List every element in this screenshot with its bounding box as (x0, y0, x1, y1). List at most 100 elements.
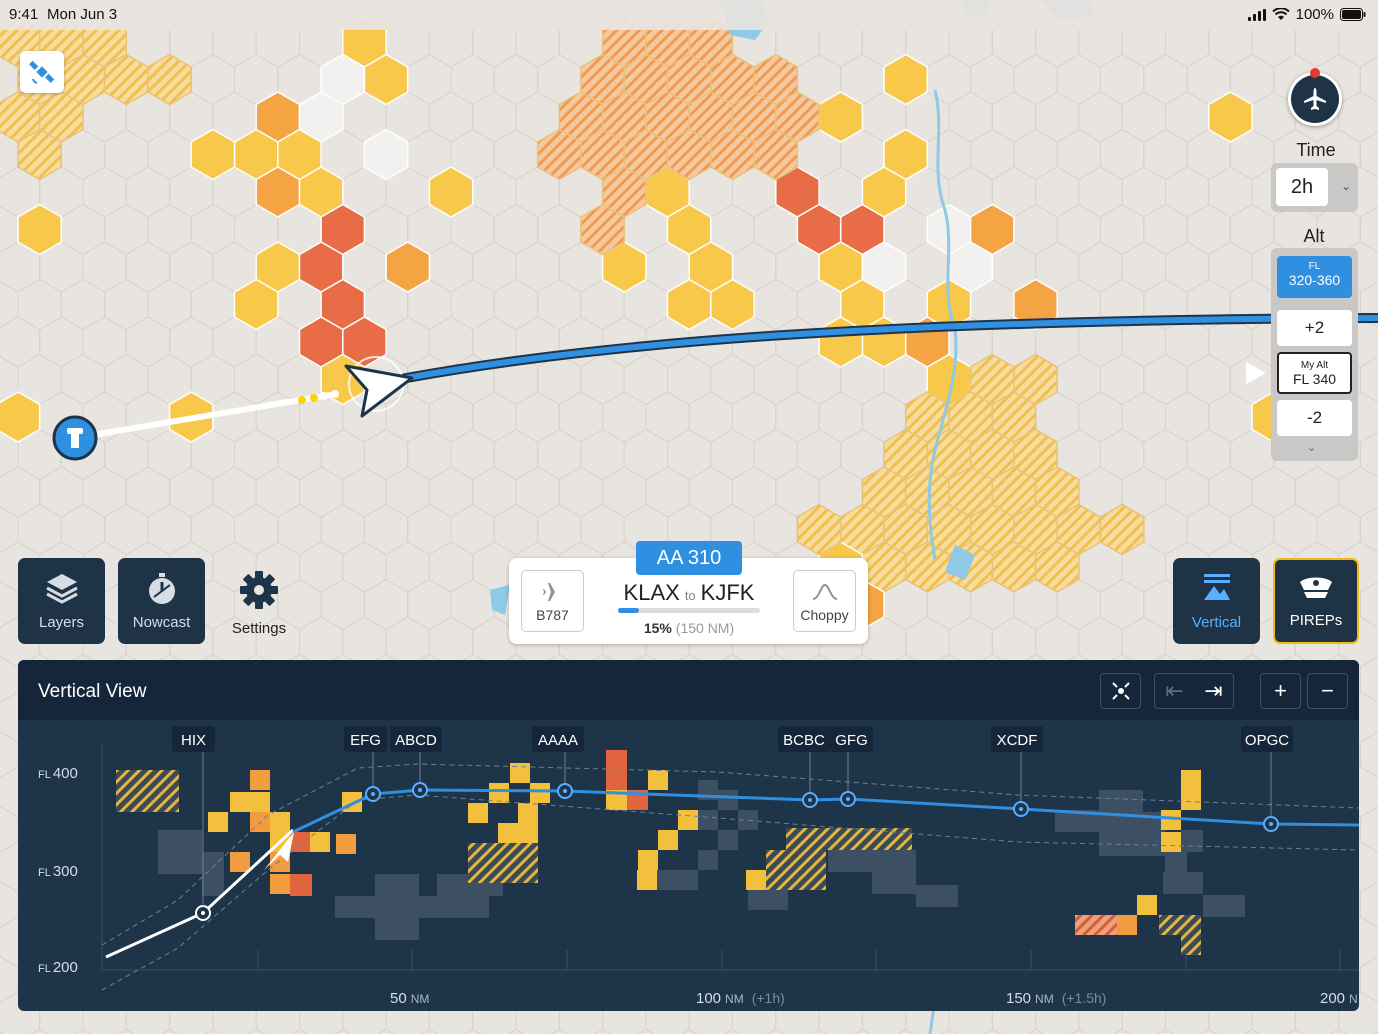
waypoint-label: XCDF (997, 732, 1038, 749)
origin-code: KLAX (623, 580, 680, 605)
turbulence-cell (190, 128, 236, 181)
vertical-turbulence-cell (850, 850, 872, 872)
waypoint-label: OPGC (1245, 732, 1289, 749)
vertical-turbulence-cell (698, 810, 718, 830)
vertical-turbulence-cell (1099, 834, 1121, 856)
vertical-turbulence-cell (698, 850, 718, 870)
turbulence-cell (428, 166, 474, 218)
vertical-turbulence-cell (379, 896, 401, 918)
altitude-plus-button[interactable]: +2 (1277, 310, 1352, 346)
altitude-range-button[interactable]: FL 320-360 (1277, 256, 1352, 298)
satellite-icon (29, 60, 55, 84)
battery-percent: 100% (1295, 6, 1334, 23)
layers-icon (45, 574, 78, 604)
turbulence-cell (0, 391, 41, 443)
turbulence-cell (861, 166, 907, 218)
vertical-turbulence-cell (518, 803, 538, 823)
waypoint-label: GFG (835, 732, 868, 749)
waypoint-label-box (172, 726, 215, 752)
waypoint-label-box (830, 726, 873, 752)
vertical-turbulence-cell (1223, 895, 1245, 917)
pilot-cap-icon (1300, 577, 1332, 598)
airplane-icon (542, 583, 562, 601)
altitude-axis-label: FL 300 (38, 863, 78, 880)
vertical-turbulence-cell (158, 852, 180, 874)
turbulence-cell (363, 128, 409, 181)
distance-axis-label: 150 NM (+1.5h) (1006, 990, 1106, 1007)
vertical-turbulence-cell (230, 792, 250, 812)
altitude-minus-button[interactable]: -2 (1277, 400, 1352, 436)
zoom-out-button[interactable]: − (1307, 673, 1348, 709)
vertical-profile-chart[interactable]: HIX EFG ABCD AAAA BCBC GFG XCDF OPGC FL 400 FL 300… (18, 720, 1359, 1011)
vertical-view-title: Vertical View (38, 681, 147, 702)
status-time: 9:41 (9, 6, 39, 23)
vertical-turbulence-cell (1055, 810, 1077, 832)
vertical-turbulence-cell (718, 830, 738, 850)
waypoint-label-box (991, 726, 1043, 752)
vertical-turbulence-cell (678, 810, 698, 830)
vertical-turbulence-cell (1099, 812, 1121, 834)
vertical-turbulence-cell (468, 843, 538, 883)
cellular-signal-icon (1247, 8, 1266, 21)
vertical-turbulence-cell (872, 850, 894, 872)
vertical-turbulence-cell (658, 870, 678, 890)
nowcast-button[interactable]: Nowcast (118, 558, 205, 644)
satellite-view-button[interactable] (20, 51, 64, 93)
vertical-turbulence-cell (606, 790, 627, 810)
vertical-view-header: Vertical View ⇤ ⇥ + − (18, 660, 1359, 720)
waypoint-label: BCBC (783, 732, 825, 749)
vertical-turbulence-cell (310, 832, 330, 852)
vertical-turbulence-cell (1159, 915, 1201, 935)
flight-id-badge[interactable]: AA 310 (636, 541, 742, 575)
vertical-turbulence-cell (498, 823, 538, 843)
arrow-right-icon[interactable]: ⇥ (1204, 678, 1223, 703)
settings-button[interactable]: Settings (226, 570, 292, 640)
vertical-turbulence-cell (894, 872, 916, 894)
arrow-left-icon[interactable]: ⇤ (1165, 678, 1184, 703)
zoom-in-button[interactable]: + (1260, 673, 1301, 709)
route-direction-arrow-icon (1246, 362, 1266, 384)
vertical-turbulence-cell (1077, 810, 1099, 832)
vertical-turbulence-cell (638, 850, 658, 870)
vertical-turbulence-cell (1161, 832, 1181, 852)
vertical-turbulence-cell (1117, 915, 1137, 935)
turbulence-cell (17, 128, 63, 181)
turbulence-cell (710, 278, 755, 331)
vertical-turbulence-cell (357, 896, 379, 918)
flight-progress-text: 15% (150 NM) (643, 620, 735, 636)
vertical-turbulence-cell (290, 874, 312, 896)
turbulence-cell (1208, 91, 1253, 143)
vertical-view-button[interactable]: Vertical (1173, 558, 1260, 644)
vertical-turbulence-cell (1121, 834, 1143, 856)
waypoint-label-box (532, 726, 584, 752)
turbulence-cell (363, 53, 409, 106)
chevron-down-icon[interactable]: ⌄ (1307, 442, 1317, 454)
pireps-button[interactable]: PIREPs (1273, 558, 1359, 644)
recenter-button[interactable] (1100, 673, 1141, 709)
vertical-turbulence-cell (202, 874, 224, 896)
waypoint-label-box (390, 726, 442, 752)
vertical-turbulence-cell (335, 896, 357, 918)
vertical-turbulence-cell (489, 783, 509, 803)
vertical-turbulence-cell (1075, 915, 1117, 935)
vertical-view-nav: ⇤ ⇥ (1154, 673, 1234, 709)
vertical-turbulence-cell (467, 896, 489, 918)
turbulence-cell (17, 203, 63, 256)
time-select[interactable]: 2h ⌄ (1271, 163, 1358, 212)
airplane-icon (1304, 88, 1326, 110)
vertical-turbulence-cell (270, 812, 290, 832)
aircraft-type-box[interactable]: B787 (521, 570, 584, 632)
vertical-turbulence-cell (606, 750, 627, 790)
turbulence-cell (883, 53, 929, 106)
layers-button[interactable]: Layers (18, 558, 105, 644)
flight-progress-bar (618, 608, 760, 613)
vertical-turbulence-cell (530, 783, 550, 803)
vertical-turbulence-cell (637, 870, 657, 890)
altitude-axis-label: FL 200 (38, 959, 78, 976)
my-altitude-button[interactable]: My Alt FL 340 (1277, 352, 1352, 394)
turbulence-cell (580, 203, 625, 256)
ride-quality-box[interactable]: Choppy (793, 570, 856, 632)
compass-button[interactable] (1288, 68, 1342, 126)
turbulence-cell (753, 128, 799, 181)
vertical-turbulence-cell (894, 850, 916, 872)
